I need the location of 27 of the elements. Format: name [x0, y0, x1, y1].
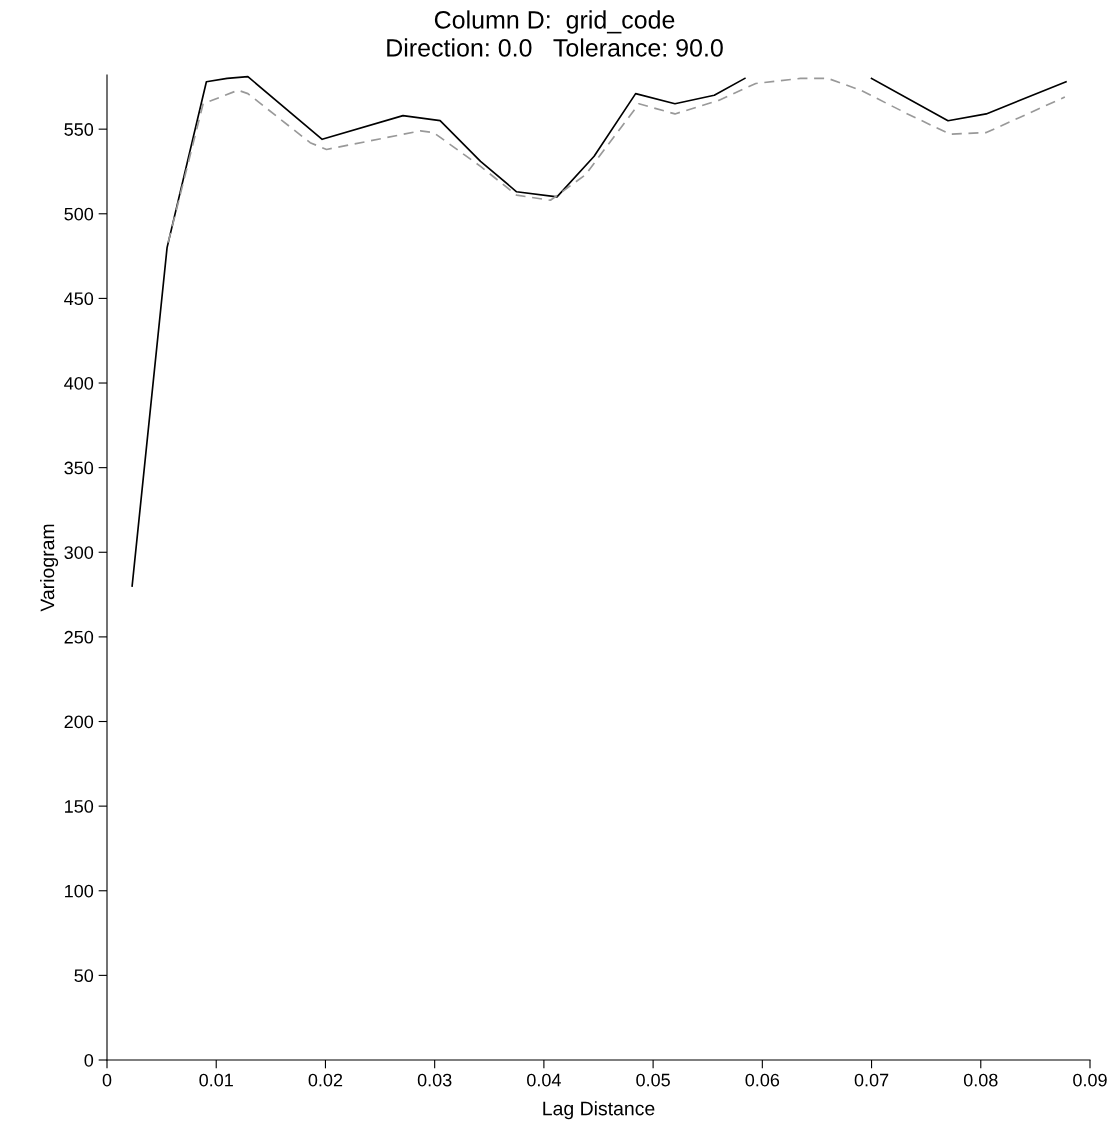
y-tick-label: 250	[64, 630, 94, 644]
x-tick-label: 0.02	[308, 1073, 343, 1087]
x-tick-label: 0.08	[963, 1073, 998, 1087]
x-tick-label: 0.05	[636, 1073, 670, 1087]
y-tick-label: 500	[64, 207, 94, 221]
x-tick-label: 0.07	[854, 1073, 889, 1087]
y-tick-label: 550	[64, 123, 94, 136]
x-tick-label: 0.03	[417, 1073, 452, 1087]
x-tick-label: 0.04	[527, 1073, 561, 1087]
y-tick-label: 100	[65, 884, 94, 898]
y-tick-label: 150	[65, 800, 94, 813]
y-axis-title: Variogram	[40, 524, 59, 612]
y-tick-label: 200	[64, 715, 94, 729]
x-tick-label: 0.01	[199, 1073, 233, 1087]
y-tick-label: 0	[84, 1053, 94, 1067]
x-axis-title: Lag Distance	[543, 1101, 655, 1120]
x-tick-label: 0	[102, 1073, 112, 1087]
line-series	[167, 77, 1066, 244]
x-tick-label: 0.06	[745, 1073, 780, 1087]
y-tick-label: 350	[64, 461, 94, 475]
x-tick-label: 0.09	[1073, 1073, 1107, 1087]
y-tick-label: 450	[64, 292, 94, 306]
y-tick-label: 50	[74, 969, 94, 983]
chart-title: Column D: grid_code	[434, 10, 675, 34]
y-tick-label: 400	[64, 376, 94, 390]
chart-subtitle: Direction: 0.0 Tolerance: 90.0	[387, 38, 723, 57]
y-tick-label: 300	[64, 546, 94, 559]
